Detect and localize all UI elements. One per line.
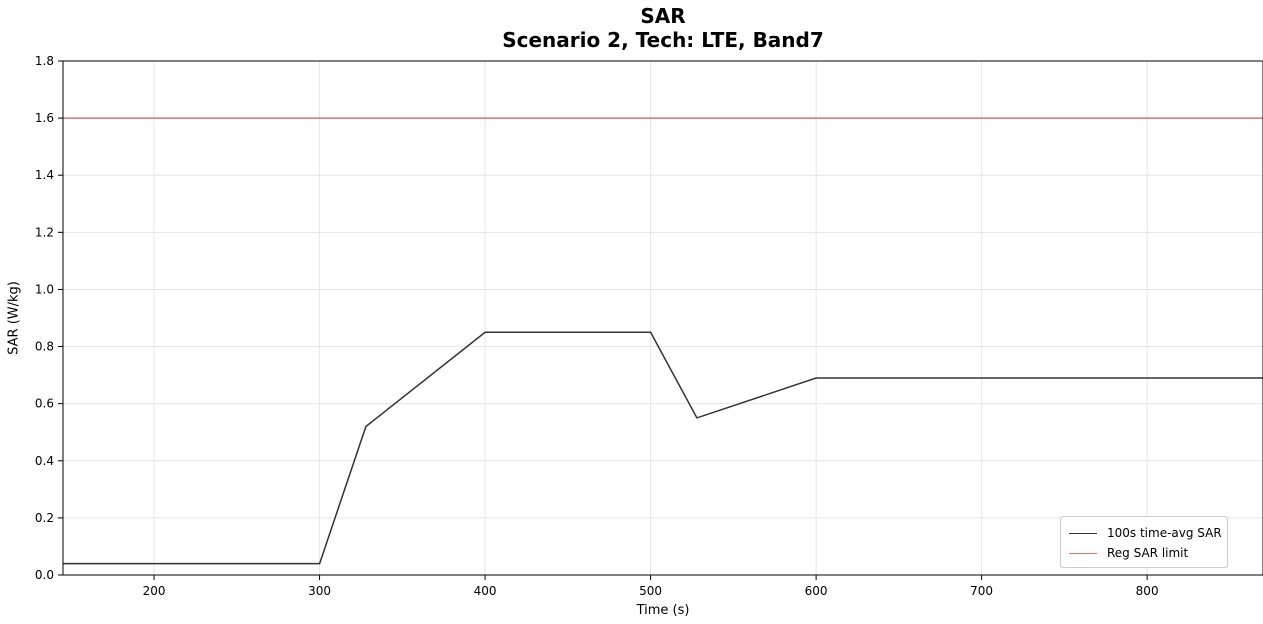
y-tick-label: 0.2 — [35, 511, 54, 525]
y-tick-label: 1.4 — [35, 168, 54, 182]
x-tick-label: 600 — [805, 584, 828, 598]
y-tick-label: 1.2 — [35, 225, 54, 239]
y-tick-label: 0.8 — [35, 340, 54, 354]
legend: 100s time-avg SAR Reg SAR limit — [1060, 516, 1228, 568]
tick-layer: 200 300 400 500 600 700 800 0.0 0.2 0.4 0.6 0.8 1.0 1… — [35, 54, 1159, 598]
x-tick-label: 500 — [639, 584, 662, 598]
y-tick-label: 0.4 — [35, 454, 54, 468]
legend-swatch-sar — [1069, 532, 1097, 534]
y-tick-label: 0.6 — [35, 397, 54, 411]
x-axis-label: Time (s) — [636, 603, 690, 618]
legend-label-sar: 100s time-avg SAR — [1107, 526, 1222, 540]
legend-entry-limit: Reg SAR limit — [1069, 545, 1188, 561]
x-tick-label: 800 — [1136, 584, 1159, 598]
y-tick-label: 1.0 — [35, 282, 54, 296]
sar-series-line — [63, 331, 1263, 565]
series-layer — [62, 117, 1263, 565]
x-tick-label: 200 — [143, 584, 166, 598]
grid-layer — [63, 60, 1263, 576]
legend-swatch-limit — [1069, 552, 1097, 554]
legend-entry-sar: 100s time-avg SAR — [1069, 525, 1222, 541]
x-tick-label: 300 — [308, 584, 331, 598]
x-tick-label: 700 — [970, 584, 993, 598]
plot-frame — [62, 60, 1263, 576]
y-tick-label: 0.0 — [35, 568, 54, 582]
chart-title-block: SAR Scenario 2, Tech: LTE, Band7 — [63, 4, 1263, 52]
chart-title: SAR — [640, 4, 686, 28]
y-tick-label: 1.6 — [35, 111, 54, 125]
chart-subtitle: Scenario 2, Tech: LTE, Band7 — [502, 28, 824, 52]
y-axis-label: SAR (W/kg) — [6, 281, 22, 355]
x-tick-label: 400 — [474, 584, 497, 598]
y-tick-label: 1.8 — [35, 54, 54, 68]
legend-label-limit: Reg SAR limit — [1107, 546, 1189, 560]
